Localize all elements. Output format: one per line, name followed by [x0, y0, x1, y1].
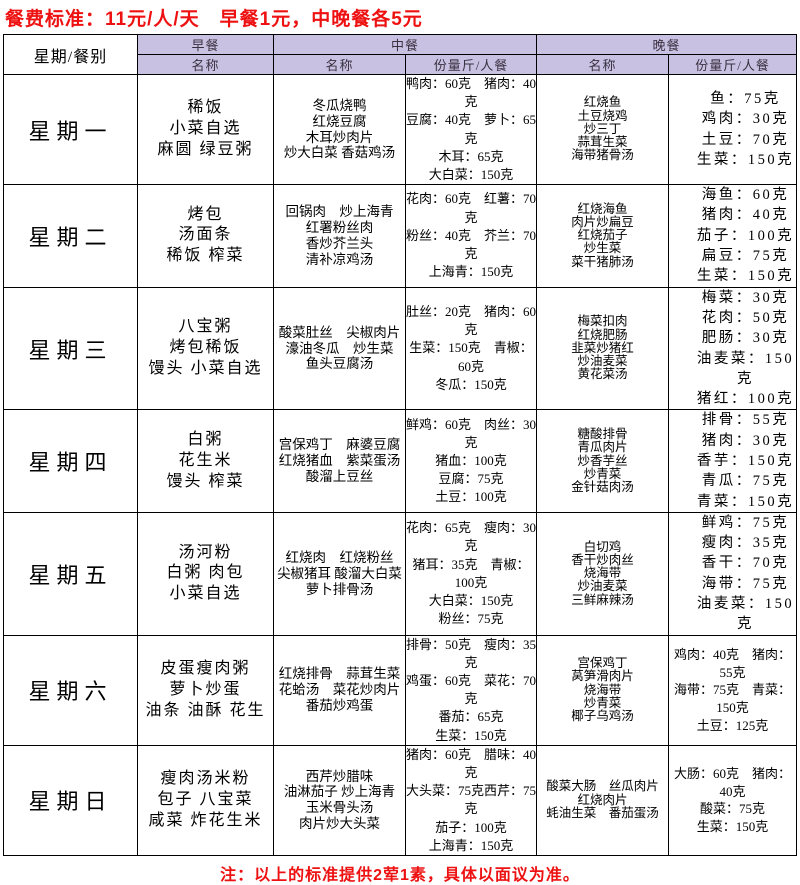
cell-dinner-names: 宫保鸡丁 莴笋滑肉片 烧海带 炒青菜 椰子乌鸡汤 [536, 634, 670, 746]
cell-breakfast: 瘦肉汤米粉 包子 八宝菜 咸菜 炸花生米 [137, 744, 274, 856]
cell-day: 星期四 [3, 409, 138, 513]
cell-dinner-amounts: 大肠：60克 猪肉：40克 酸菜：75克 生菜：150克 [668, 744, 798, 856]
cell-lunch-names: 红烧肉 红烧粉丝 尖椒猪耳 酸溜大白菜 萝卜排骨汤 [273, 511, 406, 636]
cell-day: 星期一 [3, 73, 138, 186]
header-dinner: 晚餐 [536, 34, 798, 55]
cell-dinner-amounts: 鱼：75克 鸡肉：30克 土豆：70克 生菜：150克 [668, 73, 798, 186]
cell-breakfast: 皮蛋瘦肉粥 萝卜炒蛋 油条 油酥 花生 [137, 634, 274, 746]
cell-dinner-amounts: 排骨：55克 猪肉：30克 香芋：150克 青瓜：75克 青菜：150克 [668, 409, 798, 513]
cell-lunch-names: 冬瓜烧鸭 红烧豆腐 木耳炒肉片 炒大白菜 香菇鸡汤 [273, 73, 406, 186]
cell-dinner-names: 红烧鱼 土豆烧鸡 炒三丁 蒜茸生菜 海带猪骨汤 [536, 73, 670, 186]
cell-lunch-amounts: 鸭肉：60克 猪肉：40克 豆腐：40克 萝卜：65克 木耳：65克 大白菜：150克 [404, 73, 538, 186]
table-row: 星期四 白粥 花生米 馒头 榨菜 宫保鸡丁 麻婆豆腐 红烧猪血 紫菜蛋汤 酸溜上豆丝 鲜鸡：6… [3, 409, 798, 513]
cell-lunch-amounts: 花肉：60克 红薯：70克 粉丝：40克 芥兰：70克 上海青：150克 [404, 184, 538, 288]
cell-dinner-names: 红烧海鱼 肉片炒扁豆 红烧茄子 炒生菜 菜干猪肺汤 [536, 184, 670, 288]
cell-lunch-names: 回锅肉 炒上海青 红署粉丝肉 香炒芥兰头 清补凉鸡汤 [273, 184, 406, 288]
cell-dinner-names: 梅菜扣肉 红烧肥肠 韭菜炒猪红 炒油麦菜 黄花菜汤 [536, 286, 670, 411]
table-row: 星期日 瘦肉汤米粉 包子 八宝菜 咸菜 炸花生米 西芹炒腊味 油淋茄子 炒上海青 玉米骨头汤… [3, 744, 798, 856]
cell-day: 星期日 [3, 744, 138, 856]
table-row: 星期三 八宝粥 烤包稀饭 馒头 小菜自选 酸菜肚丝 尖椒肉片 濠油冬瓜 炒生菜 鱼头豆腐汤肚… [3, 286, 798, 411]
cell-dinner-names: 白切鸡 香干炒肉丝 烧海带 炒油麦菜 三鲜麻辣汤 [536, 511, 670, 636]
cell-lunch-amounts: 猪肉：60克 腊味：40克 大头菜：75克西芹：75克 茄子：100克 上海青：150… [404, 744, 538, 856]
cell-dinner-amounts: 海鱼：60克 猪肉：40克 茄子：100克 扁豆：75克 生菜：150克 [668, 184, 798, 288]
table-row: 星期二 烤包 汤面条 稀饭 榨菜 回锅肉 炒上海青 红署粉丝肉 香炒芥兰头 清补凉鸡汤 花肉：6… [3, 184, 798, 288]
subheader-breakfast-name: 名称 [137, 54, 274, 75]
cell-lunch-amounts: 排骨：50克 瘦肉：35克 鸡蛋：60克 菜花：70克 番茄：65克 生菜：150克 [404, 634, 538, 746]
table-row: 星期一 稀饭 小菜自选 麻圆 绿豆粥 冬瓜烧鸭 红烧豆腐 木耳炒肉片 炒大白菜 香菇鸡汤 鸭肉：… [3, 73, 798, 186]
cell-dinner-amounts: 梅菜：30克 花肉：50克 肥肠：30克 油麦菜：150克 猪红：100克 [668, 286, 798, 411]
cell-breakfast: 汤河粉 白粥 肉包 小菜自选 [137, 511, 274, 636]
cell-dinner-amounts: 鲜鸡：75克 瘦肉：35克 香干：70克 海带：75克 油麦菜：150克 [668, 511, 798, 636]
table-row: 星期五 汤河粉 白粥 肉包 小菜自选 红烧肉 红烧粉丝 尖椒猪耳 酸溜大白菜 萝卜排骨汤 花肉… [3, 511, 798, 636]
cell-dinner-names: 糖酸排骨 青瓜肉片 炒香芋丝 炒青菜 金针菇肉汤 [536, 409, 670, 513]
table-row: 星期六 皮蛋瘦肉粥 萝卜炒蛋 油条 油酥 花生 红烧排骨 蒜茸生菜 花蛤汤 菜花炒肉片 番茄… [3, 634, 798, 746]
cell-day: 星期六 [3, 634, 138, 746]
subheader-dinner-amount: 份量斤/人餐 [668, 54, 798, 75]
footer-note: 注：以上的标准提供2荤1素，具体以面议为准。 [220, 866, 580, 884]
cell-lunch-names: 红烧排骨 蒜茸生菜 花蛤汤 菜花炒肉片 番茄炒鸡蛋 [273, 634, 406, 746]
page-title: 餐费标准：11元/人/天 早餐1元，中晚餐各5元 [5, 9, 423, 30]
cell-breakfast: 烤包 汤面条 稀饭 榨菜 [137, 184, 274, 288]
header-breakfast: 早餐 [137, 34, 274, 55]
subheader-lunch-name: 名称 [273, 54, 406, 75]
table-body: 星期一 稀饭 小菜自选 麻圆 绿豆粥 冬瓜烧鸭 红烧豆腐 木耳炒肉片 炒大白菜 香菇鸡汤 鸭肉：… [3, 73, 798, 856]
cell-day: 星期三 [3, 286, 138, 411]
header-lunch: 中餐 [272, 34, 538, 55]
table-header: 星期/餐别 早餐 中餐 晚餐 名称 名称 份量斤/人餐 名称 份量斤/人餐 [3, 34, 798, 75]
meal-schedule-table: 星期/餐别 早餐 中餐 晚餐 名称 名称 份量斤/人餐 名称 份量斤/人餐 星期… [3, 34, 798, 856]
cell-lunch-names: 酸菜肚丝 尖椒肉片 濠油冬瓜 炒生菜 鱼头豆腐汤 [273, 286, 406, 411]
subheader-dinner-name: 名称 [536, 54, 670, 75]
cell-day: 星期二 [3, 184, 138, 288]
cell-lunch-amounts: 鲜鸡：60克 肉丝：30克 猪血：100克 豆腐：75克 土豆：100克 [404, 409, 538, 513]
cell-lunch-names: 宫保鸡丁 麻婆豆腐 红烧猪血 紫菜蛋汤 酸溜上豆丝 [273, 409, 406, 513]
cell-day: 星期五 [3, 511, 138, 636]
cell-dinner-amounts: 鸡肉：40克 猪肉：55克 海带：75克 青菜：150克 土豆：125克 [668, 634, 798, 746]
cell-breakfast: 八宝粥 烤包稀饭 馒头 小菜自选 [137, 286, 274, 411]
corner-header: 星期/餐别 [3, 34, 138, 75]
cell-breakfast: 白粥 花生米 馒头 榨菜 [137, 409, 274, 513]
cell-lunch-amounts: 花肉：65克 瘦肉：30克 猪耳：35克 青椒：100克 大白菜：150克 粉丝：75… [404, 511, 538, 636]
subheader-lunch-amount: 份量斤/人餐 [404, 54, 538, 75]
cell-breakfast: 稀饭 小菜自选 麻圆 绿豆粥 [137, 73, 274, 186]
cell-lunch-names: 西芹炒腊味 油淋茄子 炒上海青 玉米骨头汤 肉片炒大头菜 [273, 744, 406, 856]
cell-lunch-amounts: 肚丝：20克 猪肉：60克 生菜：150克 青椒：60克 冬瓜：150克 [404, 286, 538, 411]
cell-dinner-names: 酸菜大肠 丝瓜肉片 红烧肉片 蚝油生菜 番茄蛋汤 [536, 744, 670, 856]
